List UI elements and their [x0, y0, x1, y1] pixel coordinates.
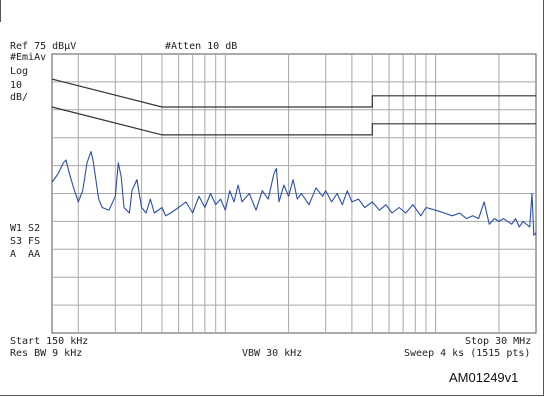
figure-frame-edge: [0, 0, 1, 22]
spectrum-traces: [51, 151, 537, 236]
limit-line: [51, 106, 536, 136]
plot-grid: [52, 54, 536, 333]
attenuation-label: #Atten 10 dB: [165, 41, 238, 52]
marker-label: W1 S2: [10, 223, 41, 234]
video-bandwidth-label: VBW 30 kHz: [242, 348, 303, 359]
resolution-bandwidth-label: Res BW 9 kHz: [10, 348, 83, 359]
marker-label: S3 FS: [10, 236, 41, 247]
limit-line: [51, 78, 536, 108]
scale-value-label: 10: [10, 80, 23, 91]
detector-label: #EmiAv: [10, 52, 47, 63]
limit-lines: [51, 78, 536, 136]
marker-label: A AA: [10, 249, 41, 260]
ref-level-label: Ref 75 dBµV: [10, 41, 77, 52]
spectrum-trace: [51, 151, 537, 236]
figure-id: AM01249v1: [449, 370, 519, 385]
scale-type-label: Log: [10, 66, 29, 77]
sweep-label: Sweep 4 ks (1515 pts): [404, 348, 531, 359]
scale-unit-label: dB/: [10, 92, 29, 103]
start-frequency-label: Start 150 kHz: [10, 336, 89, 347]
stop-frequency-label: Stop 30 MHz: [465, 336, 532, 347]
